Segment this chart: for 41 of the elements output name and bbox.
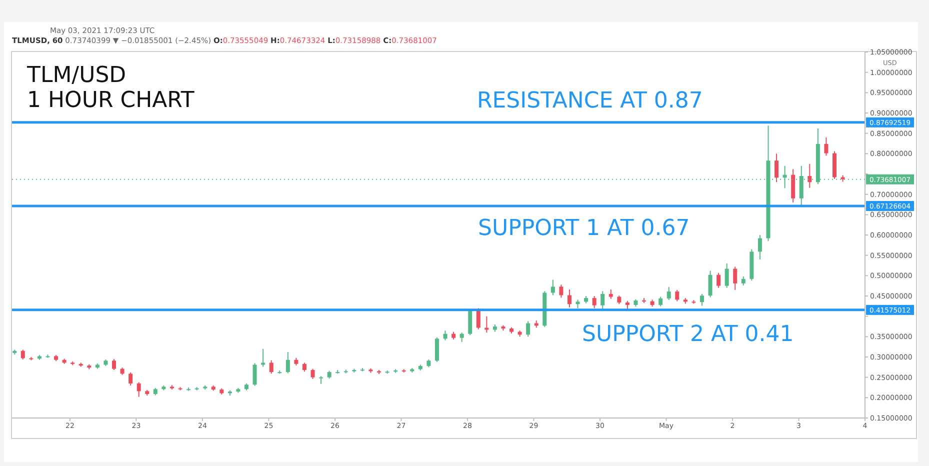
candlestick <box>774 153 779 183</box>
candlestick <box>128 372 133 386</box>
candlestick <box>269 360 274 374</box>
candlestick <box>666 286 671 301</box>
candlestick <box>286 352 290 374</box>
candlestick <box>112 358 116 371</box>
text: TLM/USD <box>26 63 126 88</box>
text: 1 HOUR CHART <box>27 88 195 113</box>
ref-line-label: SUPPORT 2 AT 0.41 <box>582 322 794 347</box>
candlestick <box>716 272 721 288</box>
candlestick <box>592 296 596 309</box>
ref-line-label: SUPPORT 1 AT 0.67 <box>478 216 690 242</box>
candlestick <box>708 270 712 298</box>
candlestick <box>824 136 828 156</box>
candlestick <box>319 376 324 384</box>
candlestick <box>658 296 663 307</box>
candlestick <box>434 336 439 362</box>
candlestick <box>567 288 572 308</box>
candlestick <box>484 316 489 334</box>
candlestick <box>559 284 564 298</box>
candlestick <box>758 234 762 260</box>
candlestick <box>832 150 836 180</box>
candlestick <box>550 279 555 296</box>
candlestick <box>261 348 266 368</box>
candlestick <box>600 290 605 310</box>
candlestick <box>460 332 464 342</box>
candlestick <box>20 349 25 360</box>
candlestick <box>136 382 141 398</box>
candlestick <box>700 293 704 306</box>
candlestick <box>310 368 315 380</box>
candlestick <box>791 168 796 203</box>
candlestick <box>724 262 729 288</box>
ref-line-label: RESISTANCE AT 0.87 <box>477 88 703 114</box>
candlestick <box>476 308 480 330</box>
candlestick <box>808 163 812 188</box>
candlestick <box>608 288 613 300</box>
candlestick <box>675 289 680 302</box>
candlestick <box>252 362 257 386</box>
candlestick <box>443 330 448 341</box>
candlestick <box>526 320 530 338</box>
candlestick <box>733 266 738 290</box>
